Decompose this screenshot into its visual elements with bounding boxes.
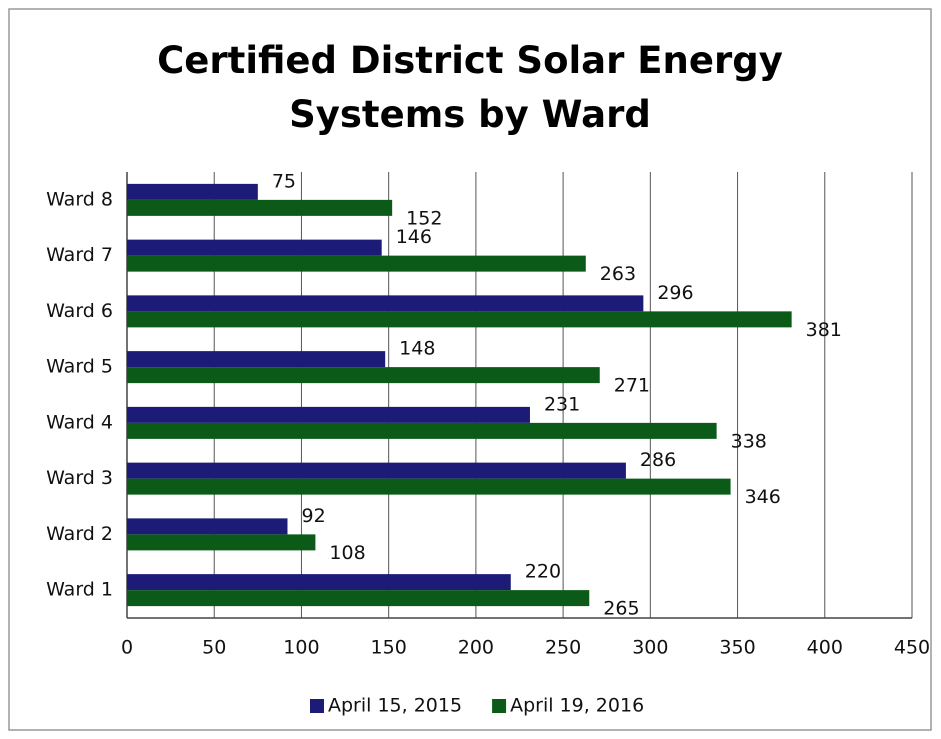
data-label: 381 <box>806 319 842 341</box>
x-tick-label: 150 <box>371 637 407 659</box>
legend-swatch <box>492 699 507 713</box>
bar <box>127 534 316 551</box>
x-tick-label: 100 <box>283 637 319 659</box>
x-tick-label: 200 <box>458 637 494 659</box>
bar <box>127 478 731 495</box>
y-tick-label: Ward 3 <box>46 467 113 489</box>
y-tick-label: Ward 6 <box>46 300 113 322</box>
x-tick-label: 450 <box>894 637 930 659</box>
y-tick-label: Ward 7 <box>46 244 113 266</box>
data-label: 338 <box>731 430 767 452</box>
bar <box>127 574 511 591</box>
x-tick-label: 0 <box>121 637 133 659</box>
data-label: 286 <box>640 449 676 471</box>
bar <box>127 462 626 479</box>
x-tick-label: 400 <box>807 637 843 659</box>
data-label: 75 <box>272 170 296 192</box>
data-label: 152 <box>406 207 442 229</box>
bar <box>127 351 386 368</box>
x-tick-label: 50 <box>202 637 226 659</box>
legend-label: April 15, 2015 <box>328 695 462 717</box>
legend-swatch <box>310 699 324 713</box>
legend-label: April 19, 2016 <box>510 695 644 717</box>
x-tick-label: 300 <box>632 637 668 659</box>
bar <box>127 422 717 439</box>
data-label: 346 <box>745 486 781 508</box>
data-label: 265 <box>603 598 639 620</box>
bar <box>127 183 258 200</box>
y-tick-label: Ward 4 <box>46 411 113 433</box>
data-label: 220 <box>525 561 561 583</box>
bar <box>127 239 382 256</box>
chart-title: Certified District Solar Energy Systems … <box>157 39 783 136</box>
y-tick-label: Ward 8 <box>46 188 113 210</box>
y-tick-label: Ward 2 <box>46 523 113 545</box>
bar <box>127 199 393 216</box>
y-tick-label: Ward 5 <box>46 356 113 378</box>
bar <box>127 590 590 607</box>
y-tick-label: Ward 1 <box>46 579 113 601</box>
bar <box>127 367 600 384</box>
data-label: 231 <box>544 393 580 415</box>
bar <box>127 255 586 272</box>
chart-frame <box>8 8 932 731</box>
x-tick-label: 350 <box>719 637 755 659</box>
x-tick-label: 250 <box>545 637 581 659</box>
data-label: 148 <box>399 338 435 360</box>
bar <box>127 518 288 535</box>
bar <box>127 406 530 423</box>
data-label: 296 <box>657 282 693 304</box>
data-label: 146 <box>396 226 432 248</box>
data-label: 263 <box>600 263 636 285</box>
data-label: 271 <box>614 375 650 397</box>
data-label: 108 <box>329 542 365 564</box>
bar <box>127 295 644 312</box>
bar <box>127 311 792 328</box>
data-label: 92 <box>301 505 325 527</box>
